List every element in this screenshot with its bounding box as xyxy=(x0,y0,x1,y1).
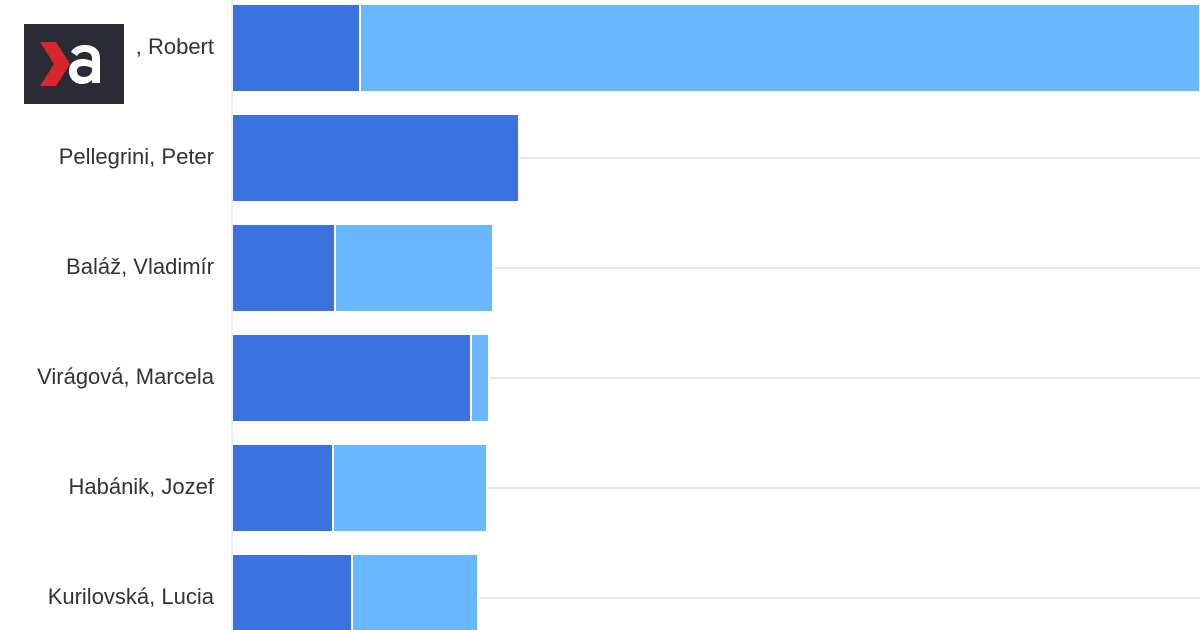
bar-segment xyxy=(231,3,361,93)
y-tick-label: Baláž, Vladimír xyxy=(66,254,214,279)
bar-segment xyxy=(231,113,520,203)
bar-segment xyxy=(231,223,336,313)
bar-segment xyxy=(334,223,494,313)
y-tick-label: Habánik, Jozef xyxy=(68,474,214,499)
y-tick-label: Pellegrini, Peter xyxy=(59,144,214,169)
y-tick-label: , Robert xyxy=(136,34,214,59)
plot: , Robert Pellegrini, Peter Baláž, Vladimír… xyxy=(37,3,1200,630)
y-tick-label: Kurilovská, Lucia xyxy=(48,584,215,609)
bar-segment xyxy=(351,553,479,630)
bar-segment xyxy=(359,3,1200,93)
y-tick-label: Virágová, Marcela xyxy=(37,364,215,389)
bar-segment xyxy=(231,333,472,423)
bar-segment xyxy=(470,333,490,423)
bar-segment xyxy=(231,443,334,533)
logo xyxy=(24,24,124,104)
bar-segment xyxy=(231,553,353,630)
bar-segment xyxy=(332,443,488,533)
